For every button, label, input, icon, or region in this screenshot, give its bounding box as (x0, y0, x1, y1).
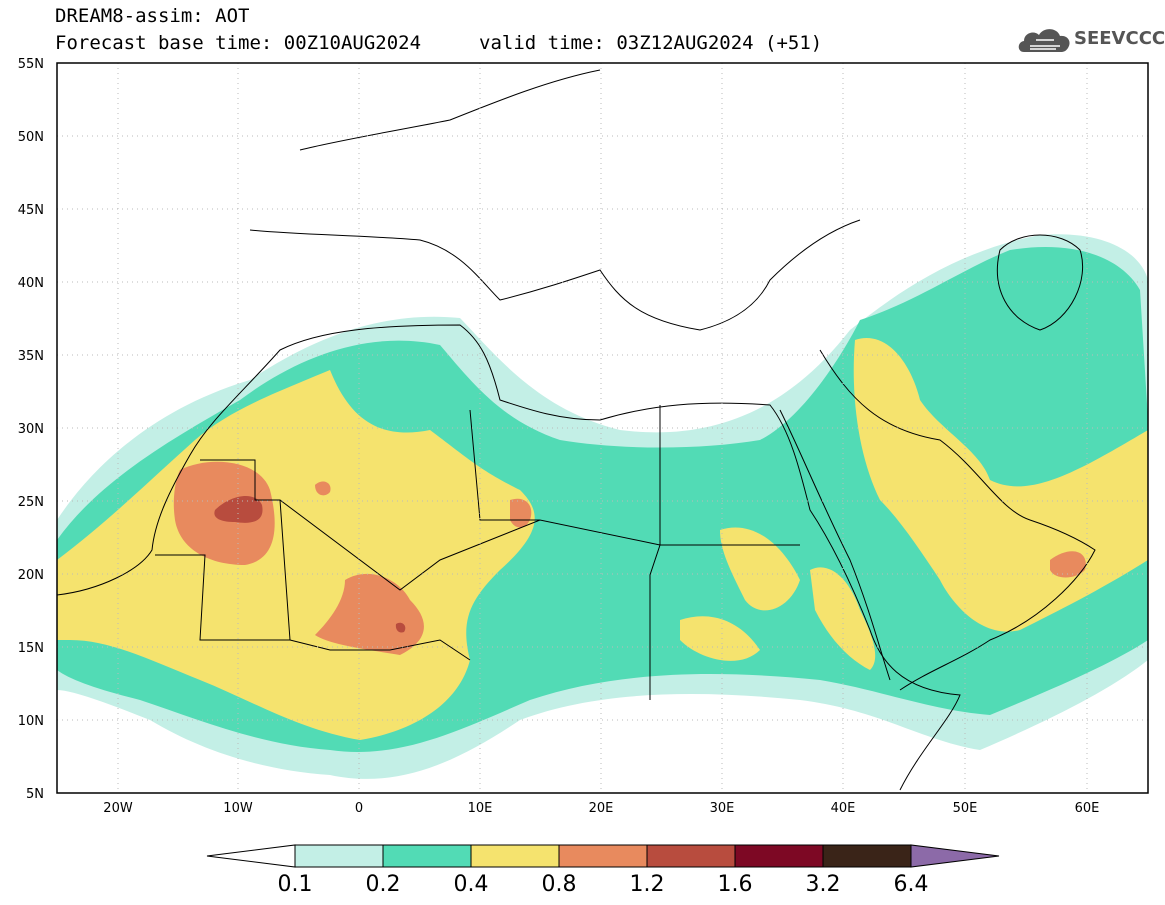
colorbar-level-label: 0.2 (365, 872, 401, 897)
lon-tick-label: 10E (468, 801, 493, 816)
colorbar-box (470, 844, 560, 868)
colorbar-box (558, 844, 648, 868)
lon-tick-label: 0 (355, 801, 363, 816)
colorbar-under-triangle (206, 844, 296, 868)
aot-band-0.8-niger (315, 573, 424, 655)
lon-tick-label: 10W (223, 801, 253, 816)
colorbar-level-label: 0.8 (541, 872, 577, 897)
lat-tick-label: 25N (18, 495, 44, 510)
chart-subtitle: Forecast base time: 00Z10AUG2024 valid ti… (55, 33, 822, 53)
border-line (155, 459, 291, 641)
base-time: Forecast base time: 00Z10AUG2024 (55, 32, 422, 54)
coastline-redsea (779, 409, 891, 681)
coastline-europe (249, 219, 861, 331)
plot-frame (56, 62, 1149, 794)
colorbar-level-label: 6.4 (893, 872, 929, 897)
aot-band-0.4 (57, 370, 535, 740)
colorbar (206, 844, 1000, 868)
border-line (469, 409, 540, 521)
colorbar-over-triangle (910, 844, 1000, 868)
colorbar-level-label: 0.4 (453, 872, 489, 897)
aot-band-0.4-sudan (720, 527, 800, 611)
coastline-caspian (996, 234, 1084, 331)
coastline-arabia (819, 349, 1096, 691)
border-line (279, 499, 800, 591)
chart-title: DREAM8-assim: AOT (55, 5, 250, 27)
lon-axis: 20W 10W 0 10E 20E 30E 40E 50E 60E (103, 801, 1099, 816)
lon-tick-label: 40E (831, 801, 856, 816)
logo: SEEVCCC (1016, 22, 1165, 58)
valid-time: valid time: 03Z12AUG2024 (+51) (479, 32, 823, 54)
lat-tick-label: 50N (18, 130, 44, 145)
aot-band-1.2 (214, 495, 263, 523)
lat-tick-label: 55N (18, 57, 44, 72)
lat-tick-label: 15N (18, 641, 44, 656)
lon-tick-label: 20W (103, 801, 133, 816)
colorbar-level-label: 1.6 (717, 872, 753, 897)
aot-band-0.4-sahel (680, 616, 760, 661)
aot-band-1.2-spot (395, 622, 406, 633)
colorbar-box (382, 844, 472, 868)
colorbar-box (822, 844, 912, 868)
lat-tick-label: 20N (18, 568, 44, 583)
border-line (649, 405, 661, 700)
colorbar-box (734, 844, 824, 868)
aot-band-0.8-spot (315, 481, 331, 496)
lat-tick-label: 35N (18, 349, 44, 364)
grid (57, 63, 1148, 793)
lat-tick-label: 10N (18, 714, 44, 729)
lat-tick-label: 5N (26, 787, 44, 802)
lat-tick-label: 45N (18, 203, 44, 218)
colorbar-box (646, 844, 736, 868)
colorbar-box (294, 844, 384, 868)
cloud-icon (1018, 29, 1070, 52)
lat-tick-label: 40N (18, 276, 44, 291)
colorbar-level-label: 1.2 (629, 872, 665, 897)
lat-tick-label: 30N (18, 422, 44, 437)
lon-tick-label: 60E (1075, 801, 1100, 816)
coastlines (57, 69, 1096, 791)
colorbar-level-label: 0.1 (277, 872, 313, 897)
coastline-africa (57, 324, 961, 791)
border-line (289, 639, 471, 661)
lon-tick-label: 50E (953, 801, 978, 816)
aot-band-0.8-oman (1050, 551, 1086, 578)
lon-tick-label: 20E (589, 801, 614, 816)
coastline-europe-north (299, 69, 601, 151)
lon-tick-label: 30E (710, 801, 735, 816)
logo-text: SEEVCCC (1074, 28, 1165, 49)
aot-field (57, 234, 1148, 779)
colorbar-level-label: 3.2 (805, 872, 841, 897)
lat-axis: 55N 50N 45N 40N 35N 30N 25N 20N 15N 10N … (18, 57, 44, 802)
